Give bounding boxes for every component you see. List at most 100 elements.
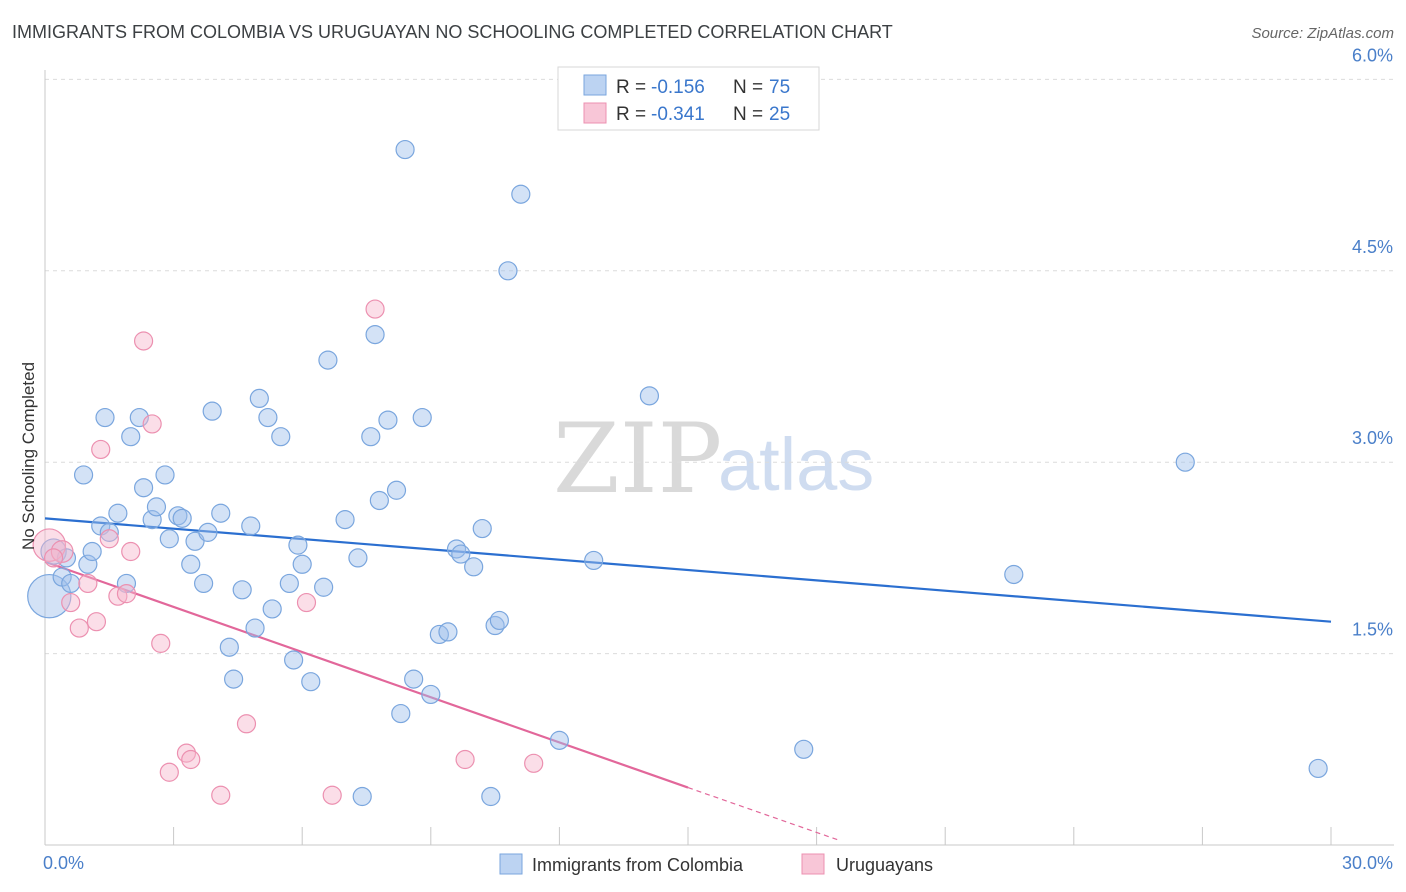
- chart-title: IMMIGRANTS FROM COLOMBIA VS URUGUAYAN NO…: [12, 22, 893, 42]
- colombia-point: [584, 550, 604, 571]
- uruguayans-point: [43, 548, 64, 568]
- uruguayans-trend-line: [44, 560, 689, 789]
- colombia-point: [386, 480, 407, 500]
- y-tick-label: 1.5%: [1352, 620, 1393, 640]
- colombia-trend-line: [44, 517, 1332, 623]
- colombia-point: [301, 672, 321, 692]
- colombia-point: [108, 503, 128, 523]
- colombia-point: [352, 786, 372, 807]
- colombia-point: [481, 786, 501, 807]
- colombia-point: [365, 325, 385, 345]
- colombia-point: [133, 478, 154, 498]
- colombia-point: [224, 669, 244, 689]
- y-tick-label: 6.0%: [1352, 45, 1393, 65]
- colombia-point: [121, 427, 141, 447]
- bottom-legend-swatch-uruguayans: [801, 853, 825, 875]
- legend-r-value-colombia: -0.156: [651, 77, 705, 98]
- colombia-point: [284, 650, 304, 670]
- legend-n-value-uruguayans: 25: [769, 104, 790, 125]
- y-tick-label: 4.5%: [1352, 237, 1393, 257]
- uruguayans-point: [181, 749, 201, 770]
- colombia-point: [498, 261, 518, 281]
- colombia-point: [314, 577, 334, 597]
- uruguayans-point: [322, 785, 342, 805]
- colombia-point: [369, 490, 389, 511]
- uruguayans-point: [116, 584, 137, 604]
- colombia-point: [549, 730, 570, 750]
- y-tick-labels: 1.5% 3.0% 4.5% 6.0%: [1352, 45, 1393, 639]
- colombia-point: [99, 522, 119, 542]
- colombia-point: [1308, 758, 1328, 779]
- colombia-point: [421, 684, 441, 705]
- legend-n-value-colombia: 75: [769, 77, 790, 98]
- colombia-point: [155, 465, 175, 485]
- uruguayans-point: [78, 573, 98, 594]
- gridlines: [45, 78, 1394, 655]
- colombia-point: [73, 465, 94, 485]
- uruguayans-point: [133, 331, 154, 351]
- colombia-point: [335, 510, 355, 530]
- colombia-point: [181, 554, 201, 574]
- colombia-point: [438, 622, 458, 642]
- bottom-legend: Immigrants from Colombia Uruguayans: [499, 853, 933, 875]
- colombia-point: [378, 410, 398, 430]
- watermark: ZIP atlas: [553, 403, 874, 515]
- colombia-point: [794, 739, 814, 759]
- colombia-point: [95, 407, 115, 428]
- legend-swatch-uruguayans: [583, 102, 607, 124]
- x-tick-label-min: 0.0%: [43, 853, 84, 873]
- colombia-point: [412, 407, 432, 428]
- x-tick-label-max: 30.0%: [1342, 853, 1393, 873]
- colombia-point: [472, 518, 492, 539]
- bottom-legend-label-colombia: Immigrants from Colombia: [532, 855, 744, 875]
- colombia-point: [292, 554, 312, 574]
- uruguayans-point: [50, 540, 74, 563]
- uruguayans-trend-line-extension: [687, 787, 839, 841]
- trend-lines: [44, 517, 1332, 841]
- uruguayans-point: [121, 541, 141, 562]
- uruguayans-point: [524, 753, 544, 773]
- uruguayans-point: [236, 714, 257, 734]
- data-points: [27, 139, 1328, 807]
- colombia-point: [271, 427, 291, 447]
- legend-r-value-uruguayans: -0.341: [651, 104, 705, 125]
- colombia-point: [464, 557, 484, 577]
- colombia-point: [511, 184, 531, 204]
- uruguayans-point: [365, 299, 385, 319]
- colombia-point: [219, 637, 239, 657]
- uruguayans-point: [32, 528, 67, 562]
- colombia-point: [61, 573, 81, 594]
- colombia-point: [198, 522, 218, 542]
- series-colombia: [27, 139, 1328, 807]
- watermark-zip: ZIP: [553, 403, 722, 515]
- legend-r-label-uruguayans: R =: [616, 104, 646, 125]
- axes: [44, 70, 1394, 846]
- uruguayans-point: [99, 529, 119, 549]
- uruguayans-point: [455, 749, 475, 770]
- colombia-point: [202, 401, 222, 421]
- colombia-point: [249, 388, 269, 408]
- uruguayans-point: [211, 785, 231, 805]
- colombia-point: [211, 503, 231, 523]
- y-tick-label: 3.0%: [1352, 428, 1393, 448]
- uruguayans-point: [69, 618, 89, 638]
- legend: R = -0.156 N = 75 R = -0.341 N = 25: [557, 66, 820, 131]
- colombia-point: [1175, 452, 1195, 472]
- legend-r-label-colombia: R =: [616, 77, 646, 98]
- colombia-point: [146, 497, 167, 517]
- colombia-point: [288, 535, 308, 555]
- colombia-point: [258, 407, 278, 428]
- colombia-point: [361, 427, 381, 447]
- colombia-point: [232, 580, 252, 600]
- colombia-point: [245, 618, 265, 638]
- uruguayans-point: [151, 633, 171, 653]
- colombia-point: [279, 573, 299, 594]
- colombia-point: [318, 350, 338, 370]
- colombia-point: [172, 508, 192, 528]
- colombia-point: [241, 516, 261, 536]
- bottom-legend-label-uruguayans: Uruguayans: [836, 855, 933, 875]
- chart-source: Source: ZipAtlas.com: [1251, 25, 1394, 42]
- colombia-point: [78, 554, 98, 574]
- uruguayans-point: [159, 762, 179, 782]
